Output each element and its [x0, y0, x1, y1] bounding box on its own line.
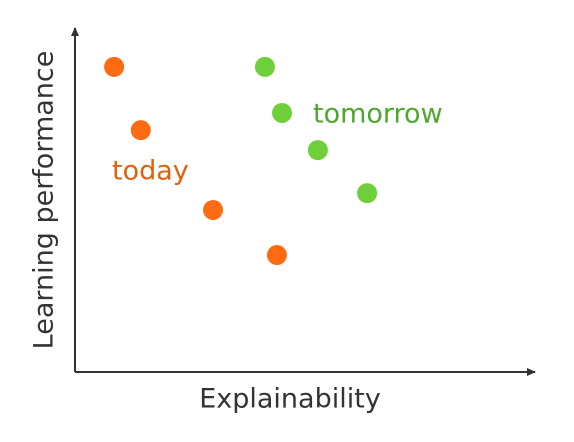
- data-point: [130, 120, 151, 141]
- x-axis-label: Explainability: [199, 384, 381, 415]
- data-point: [357, 183, 378, 204]
- data-point: [203, 199, 223, 220]
- data-point: [254, 56, 275, 77]
- data-point: [266, 245, 287, 266]
- y-axis-label: Learning performance: [29, 51, 60, 350]
- data-point: [104, 56, 125, 77]
- data-point: [307, 140, 328, 161]
- series-label: today: [112, 156, 189, 187]
- data-point: [272, 102, 292, 123]
- series-label: tomorrow: [313, 99, 443, 130]
